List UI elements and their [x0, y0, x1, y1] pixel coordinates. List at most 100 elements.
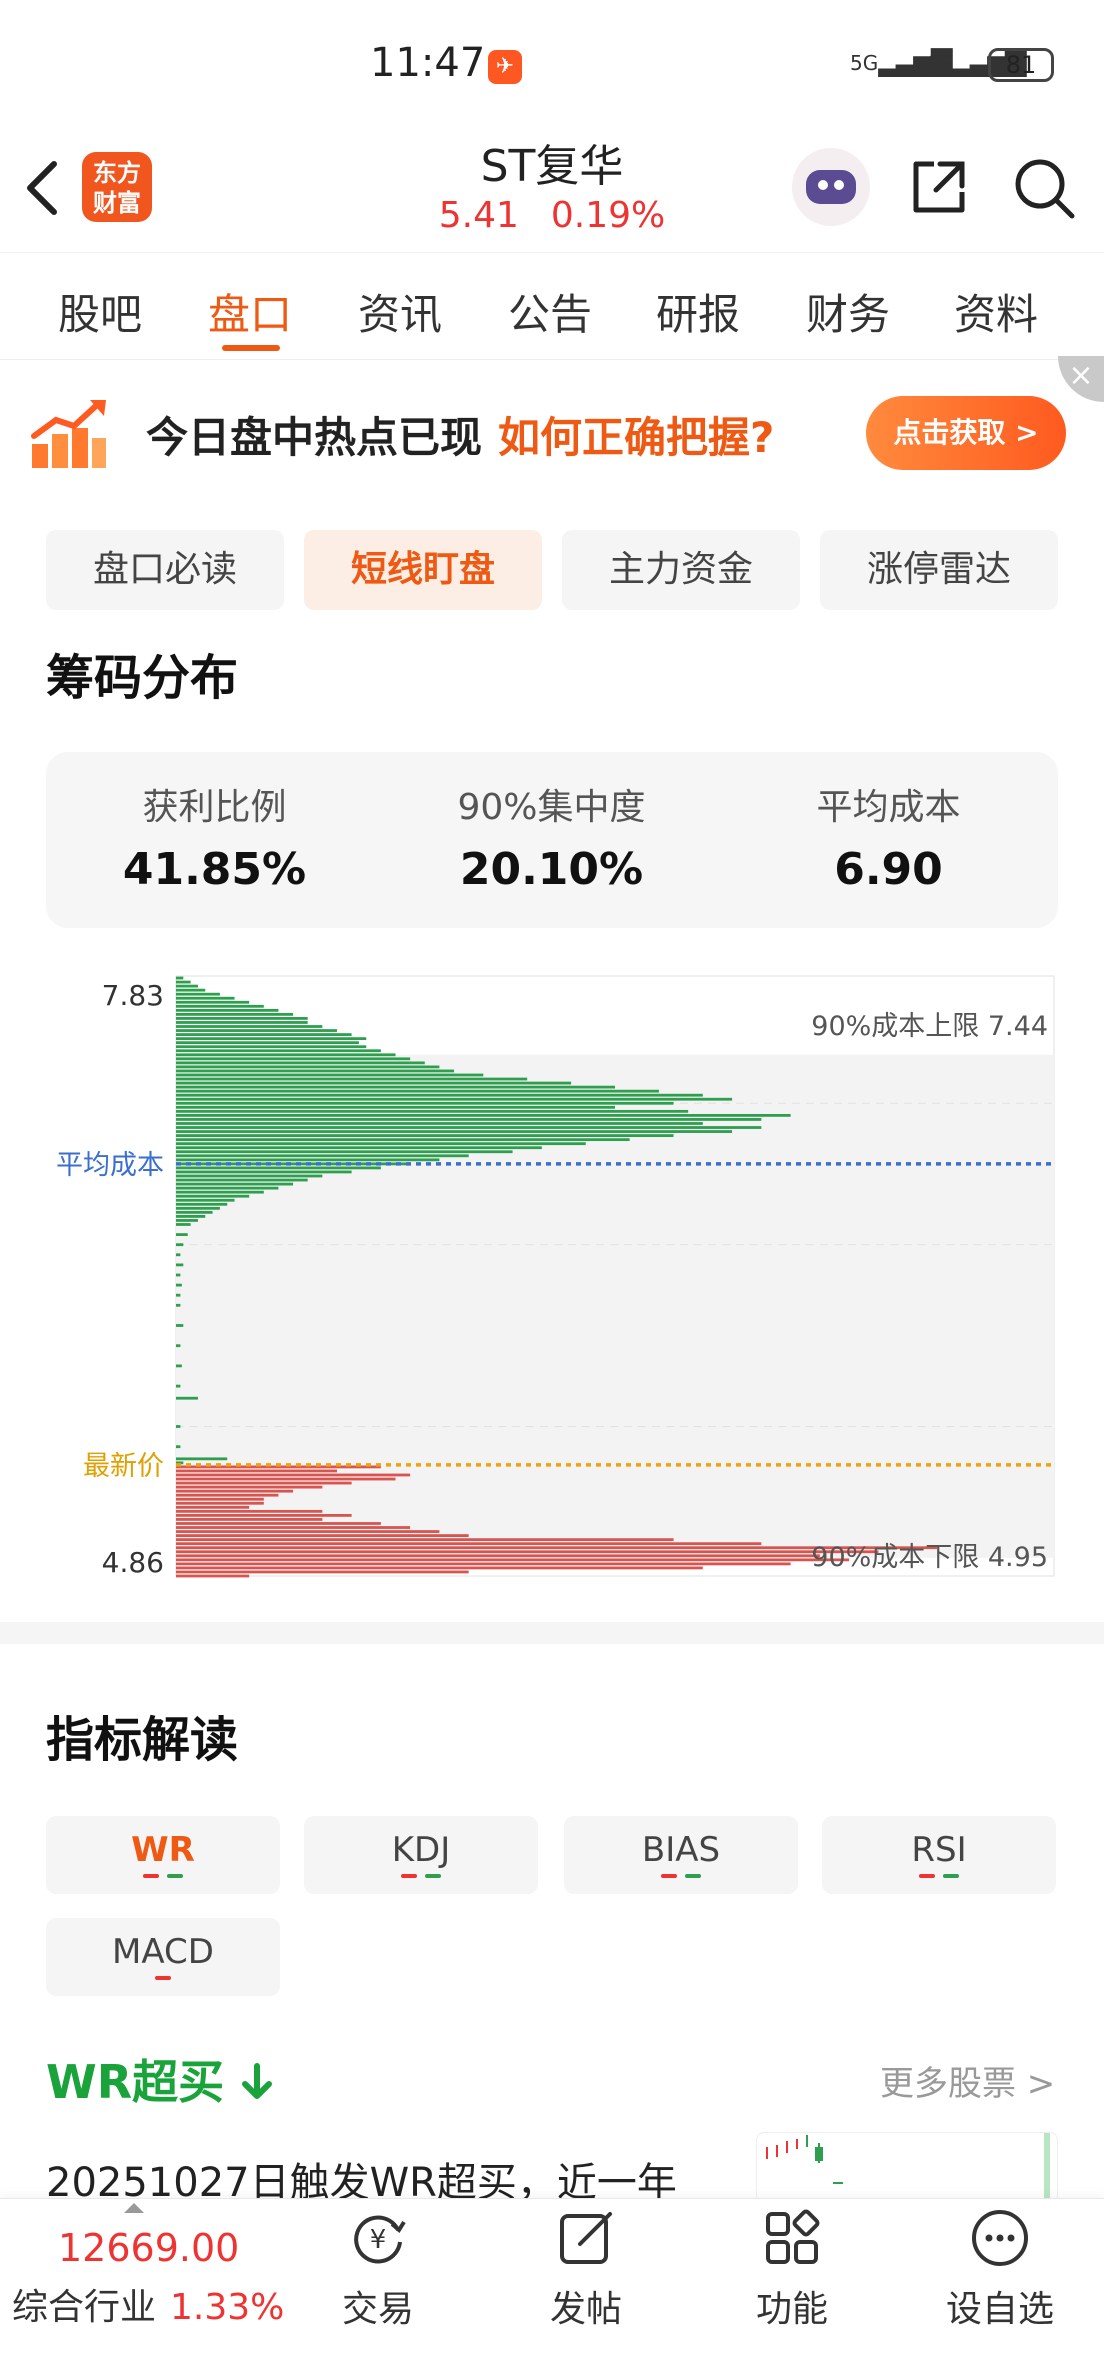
index-change: 1.33%: [170, 2287, 285, 2328]
profit-chip-bar: [176, 1029, 337, 1032]
tab-announcement[interactable]: 公告: [508, 290, 593, 339]
more-stocks-link[interactable]: 更多股票 >: [880, 2064, 1056, 2104]
indicator-tab-wr[interactable]: WR: [46, 1816, 280, 1894]
expand-up-icon[interactable]: [124, 2203, 144, 2213]
back-button[interactable]: [22, 158, 62, 218]
profit-chip-bar: [176, 1154, 469, 1158]
profit-chip-bar: [176, 1004, 264, 1008]
wr-signal-title: WR超买: [46, 2046, 274, 2113]
wr-signal-text: WR超买: [46, 2055, 225, 2109]
loss-chip-bar: [176, 1518, 323, 1521]
profit-chip-bar: [176, 1293, 181, 1297]
loss-chip-bar: [176, 1522, 381, 1525]
subtab-must-read[interactable]: 盘口必读: [46, 530, 284, 610]
loss-chip-bar: [176, 1505, 250, 1509]
tab-news[interactable]: 资讯: [358, 290, 443, 339]
profit-chip-bar: [176, 1105, 615, 1109]
stock-price: 5.41: [438, 195, 519, 236]
profit-chip-bar: [176, 1033, 352, 1036]
profit-chip-bar: [176, 1101, 674, 1105]
profit-chip-bar: [176, 1162, 411, 1166]
loss-chip-bar: [176, 1554, 820, 1558]
profit-chip-bar: [176, 1364, 182, 1368]
profit-chip-bar: [176, 1130, 733, 1133]
share-icon[interactable]: [910, 158, 968, 216]
wr-mini-chart[interactable]: [756, 2132, 1058, 2204]
profit-chip-bar: [176, 1233, 188, 1236]
profit-chip-bar: [176, 1113, 791, 1117]
grid-icon: [762, 2208, 822, 2268]
bottom-bar: [0, 2198, 1104, 2377]
trade-button[interactable]: ¥ 交易: [308, 2208, 448, 2332]
profit-chip-bar: [176, 1077, 528, 1081]
profit-chip-bar: [176, 1012, 294, 1016]
loss-chip-bar: [176, 1558, 850, 1562]
loss-chip-bar: [176, 1542, 762, 1546]
loss-chip-bar: [176, 1481, 352, 1485]
main-tabs: 股吧 盘口 资讯 公告 研报 财务 资料: [0, 252, 1104, 360]
profit-chip-bar: [176, 1170, 352, 1174]
tab-finance[interactable]: 财务: [806, 290, 891, 339]
trade-label: 交易: [341, 2289, 414, 2330]
indicator-tab-bias[interactable]: BIAS: [564, 1816, 798, 1894]
profit-chip-bar: [176, 1037, 367, 1041]
profit-chip-bar: [176, 1174, 323, 1178]
post-button[interactable]: 发帖: [516, 2208, 656, 2332]
subtab-limit-radar[interactable]: 涨停雷达: [820, 530, 1058, 610]
profit-chip-bar: [176, 1126, 762, 1129]
profit-chip-bar: [176, 1061, 425, 1065]
add-watchlist-label: 设自选: [945, 2289, 1054, 2330]
indicator-tab-kdj[interactable]: KDJ: [304, 1816, 538, 1894]
add-watchlist-button[interactable]: 设自选: [930, 2208, 1070, 2332]
subtab-short-watch[interactable]: 短线盯盘: [304, 530, 542, 610]
profit-chip-bar: [176, 1283, 182, 1287]
tab-active-indicator: [222, 345, 280, 351]
logo-line1: 东方: [93, 159, 141, 187]
profit-chip-bar: [176, 1025, 323, 1028]
stat-label: 获利比例: [142, 787, 287, 828]
signal-4g-label: 4G: [924, 51, 953, 75]
tab-profile[interactable]: 资料: [954, 290, 1039, 339]
indicator-tab-label: WR: [131, 1830, 195, 1870]
profit-chip-bar: [176, 976, 184, 980]
stat-concentration: 90%集中度 20.10%: [383, 778, 720, 895]
assistant-robot-icon[interactable]: [792, 148, 870, 226]
indicator-tab-macd[interactable]: MACD: [46, 1918, 280, 1996]
profit-chip-bar: [176, 1384, 181, 1388]
profit-chip-bar: [176, 1065, 440, 1069]
stat-label: 平均成本: [816, 787, 961, 828]
y-tick-label-top: 7.83: [102, 979, 164, 1012]
loss-chip-bar: [176, 1477, 396, 1481]
loss-chip-bar: [176, 1534, 469, 1537]
profit-chip-bar: [176, 1210, 213, 1214]
profit-chip-bar: [176, 1263, 184, 1267]
stat-value: 20.10%: [459, 844, 644, 895]
profit-chip-bar: [176, 1109, 689, 1113]
tab-pankou[interactable]: 盘口: [208, 290, 293, 339]
loss-chip-bar: [176, 1530, 440, 1533]
tab-research[interactable]: 研报: [656, 290, 741, 339]
lower-cost-limit-label: 90%成本下限 4.95: [811, 1542, 1048, 1573]
banner-get-button[interactable]: 点击获取 >: [866, 396, 1066, 470]
profit-chip-bar: [176, 1142, 586, 1146]
edit-icon: [556, 2208, 616, 2268]
subtab-main-funds[interactable]: 主力资金: [562, 530, 800, 610]
profit-chip-bar: [176, 1253, 181, 1257]
eastmoney-logo[interactable]: 东方 财富: [82, 152, 152, 222]
loss-chip-bar: [176, 1574, 250, 1578]
profit-chip-bar: [176, 1008, 279, 1012]
chip-section-title: 筹码分布: [46, 650, 239, 706]
tab-guba[interactable]: 股吧: [58, 290, 143, 339]
index-value[interactable]: 12669.00: [58, 2226, 240, 2270]
search-icon[interactable]: [1012, 156, 1076, 220]
logo-line2: 财富: [93, 189, 141, 217]
y-tick-label-bottom: 4.86: [102, 1546, 164, 1579]
profit-chip-bar: [176, 1000, 250, 1004]
index-name[interactable]: 综合行业 1.33%: [12, 2278, 284, 2330]
indicator-tab-rsi[interactable]: RSI: [822, 1816, 1056, 1894]
status-bar: 11:47 ✈ 5G▂▃▅▇ 4G▂▃▅▇ 81: [0, 0, 1104, 130]
indicator-tab-label: RSI: [911, 1830, 967, 1870]
profit-chip-bar: [176, 1396, 198, 1400]
function-button[interactable]: 功能: [722, 2208, 862, 2332]
profit-chip-bar: [176, 1138, 630, 1142]
